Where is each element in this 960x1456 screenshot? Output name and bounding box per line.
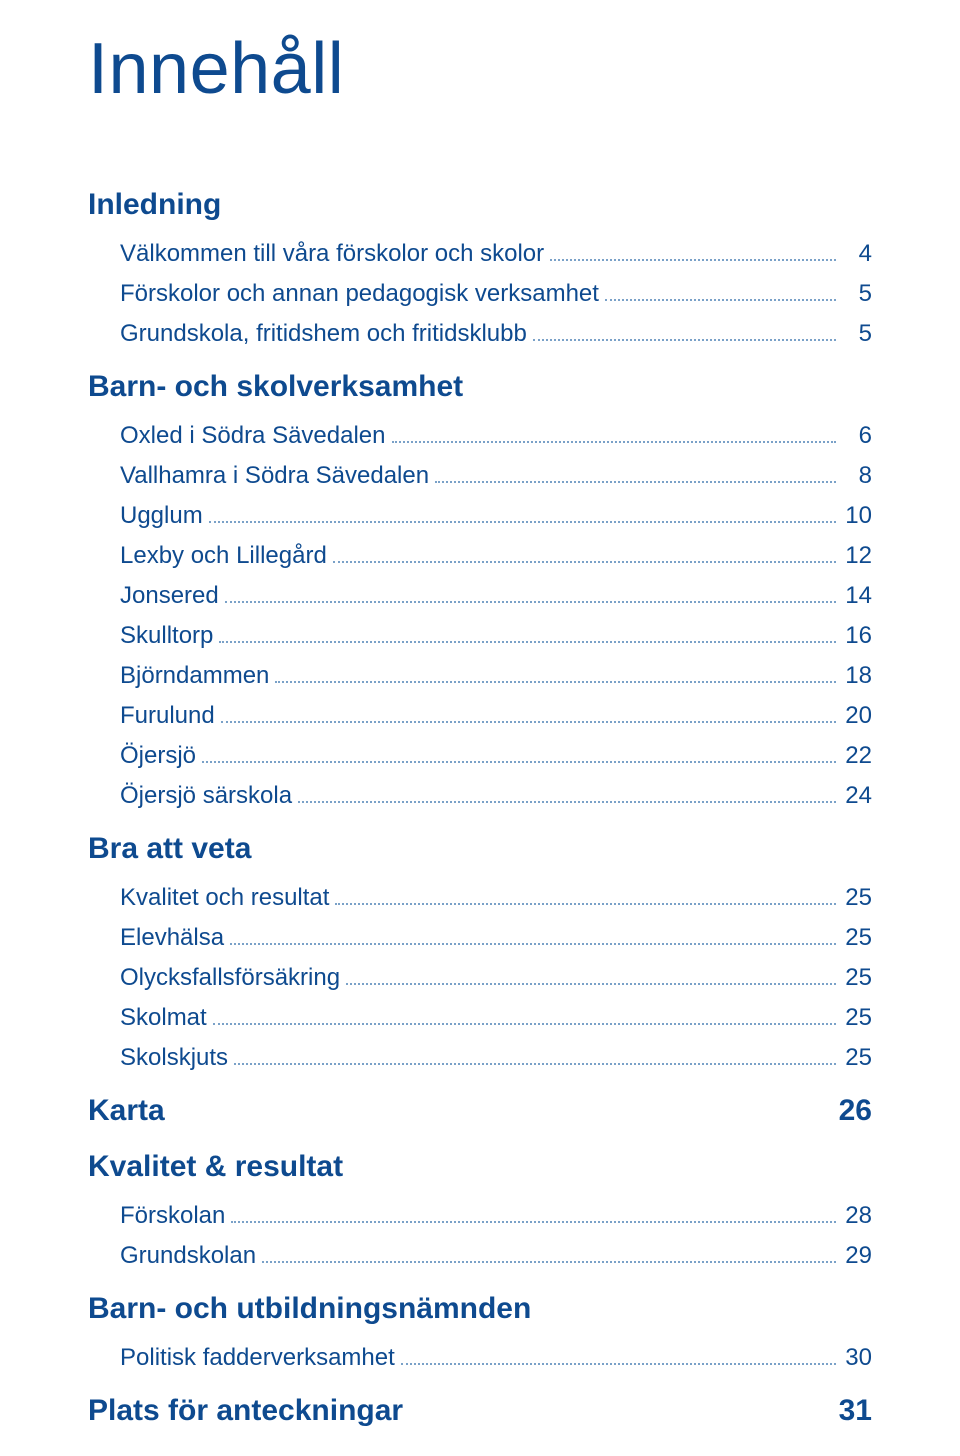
toc-item-label: Öjersjö särskola <box>120 782 292 810</box>
toc-leader <box>231 1221 836 1223</box>
toc-leader <box>219 641 836 643</box>
toc-row: Förskolor och annan pedagogisk verksamhe… <box>120 280 872 308</box>
toc-item-label: Öjersjö <box>120 742 196 770</box>
toc-item-label: Elevhälsa <box>120 924 224 952</box>
toc-row: Skulltorp 16 <box>120 622 872 650</box>
toc-row: Lexby och Lillegård 12 <box>120 542 872 570</box>
toc-row: Ugglum 10 <box>120 502 872 530</box>
toc-leader <box>401 1363 836 1365</box>
toc-leader <box>346 983 836 985</box>
toc-leader <box>234 1063 836 1065</box>
toc-row: Vallhamra i Södra Sävedalen 8 <box>120 462 872 490</box>
toc-leader <box>213 1023 836 1025</box>
toc-section-heading: Karta <box>88 1094 165 1128</box>
toc-item-label: Vallhamra i Södra Sävedalen <box>120 462 429 490</box>
toc-page-number: 4 <box>842 240 872 268</box>
toc-section-heading: Barn- och utbildningsnämnden <box>88 1292 872 1326</box>
toc-page-number: 30 <box>842 1344 872 1372</box>
toc-row: Öjersjö särskola 24 <box>120 782 872 810</box>
toc-row: Jonsered 14 <box>120 582 872 610</box>
toc-page-number: 31 <box>839 1394 872 1428</box>
toc-leader <box>605 299 836 301</box>
toc-item-label: Politisk fadderverksamhet <box>120 1344 395 1372</box>
toc-row: Furulund 20 <box>120 702 872 730</box>
toc-item-label: Skolskjuts <box>120 1044 228 1072</box>
toc-row: Öjersjö 22 <box>120 742 872 770</box>
toc-row: Skolmat 25 <box>120 1004 872 1032</box>
toc-item-label: Skolmat <box>120 1004 207 1032</box>
page-title: Innehåll <box>88 28 872 110</box>
toc-leader <box>225 601 836 603</box>
toc-page-number: 29 <box>842 1242 872 1270</box>
toc-row: Förskolan 28 <box>120 1202 872 1230</box>
toc-page-number: 28 <box>842 1202 872 1230</box>
toc-page-number: 8 <box>842 462 872 490</box>
toc-item-label: Furulund <box>120 702 215 730</box>
toc-item-label: Björndammen <box>120 662 269 690</box>
toc-leader <box>550 259 836 261</box>
toc-section-heading: Bra att veta <box>88 832 872 866</box>
toc-row: Elevhälsa 25 <box>120 924 872 952</box>
toc-section-heading: Inledning <box>88 188 872 222</box>
toc-page-number: 18 <box>842 662 872 690</box>
toc-leader <box>230 943 836 945</box>
toc-page-number: 16 <box>842 622 872 650</box>
toc-row: Skolskjuts 25 <box>120 1044 872 1072</box>
toc-page-number: 14 <box>842 582 872 610</box>
toc-item-label: Förskolan <box>120 1202 225 1230</box>
toc-page-number: 12 <box>842 542 872 570</box>
toc-leader <box>298 801 836 803</box>
toc-item-label: Grundskola, fritidshem och fritidsklubb <box>120 320 527 348</box>
toc-row: Kvalitet och resultat 25 <box>120 884 872 912</box>
toc-section-heading: Kvalitet & resultat <box>88 1150 872 1184</box>
toc-leader <box>435 481 836 483</box>
toc-row: Olycksfallsförsäkring 25 <box>120 964 872 992</box>
toc-leader <box>275 681 836 683</box>
toc-page-number: 24 <box>842 782 872 810</box>
toc-row: Välkommen till våra förskolor och skolor… <box>120 240 872 268</box>
toc-page-number: 25 <box>842 1044 872 1072</box>
toc-item-label: Välkommen till våra förskolor och skolor <box>120 240 544 268</box>
toc-page-number: 25 <box>842 964 872 992</box>
toc-section-heading-row: Karta 26 <box>88 1094 872 1128</box>
toc-page-number: 25 <box>842 884 872 912</box>
toc-leader <box>262 1261 836 1263</box>
toc-page-number: 22 <box>842 742 872 770</box>
toc-row: Björndammen 18 <box>120 662 872 690</box>
toc-item-label: Ugglum <box>120 502 203 530</box>
toc-leader <box>202 761 836 763</box>
toc-page-number: 25 <box>842 924 872 952</box>
toc-item-label: Oxled i Södra Sävedalen <box>120 422 386 450</box>
toc-item-label: Olycksfallsförsäkring <box>120 964 340 992</box>
toc-leader <box>335 903 836 905</box>
toc-row: Oxled i Södra Sävedalen 6 <box>120 422 872 450</box>
toc-page-number: 20 <box>842 702 872 730</box>
toc-leader <box>221 721 836 723</box>
toc-row: Grundskola, fritidshem och fritidsklubb 5 <box>120 320 872 348</box>
toc-leader <box>392 441 837 443</box>
toc-row: Politisk fadderverksamhet 30 <box>120 1344 872 1372</box>
toc-page-number: 25 <box>842 1004 872 1032</box>
toc-section-heading: Barn- och skolverksamhet <box>88 370 872 404</box>
toc-section-heading-row: Plats för anteckningar 31 <box>88 1394 872 1428</box>
toc-item-label: Förskolor och annan pedagogisk verksamhe… <box>120 280 599 308</box>
toc-item-label: Lexby och Lillegård <box>120 542 327 570</box>
toc-item-label: Grundskolan <box>120 1242 256 1270</box>
toc-leader <box>333 561 836 563</box>
toc-section-heading: Plats för anteckningar <box>88 1394 403 1428</box>
toc-page-number: 5 <box>842 320 872 348</box>
toc-item-label: Kvalitet och resultat <box>120 884 329 912</box>
toc-page-number: 5 <box>842 280 872 308</box>
table-of-contents: Inledning Välkommen till våra förskolor o… <box>88 188 872 1428</box>
toc-row: Grundskolan 29 <box>120 1242 872 1270</box>
toc-leader <box>533 339 836 341</box>
toc-page-number: 26 <box>839 1094 872 1128</box>
toc-leader <box>209 521 836 523</box>
toc-page-number: 6 <box>842 422 872 450</box>
toc-item-label: Skulltorp <box>120 622 213 650</box>
toc-page-number: 10 <box>842 502 872 530</box>
toc-item-label: Jonsered <box>120 582 219 610</box>
